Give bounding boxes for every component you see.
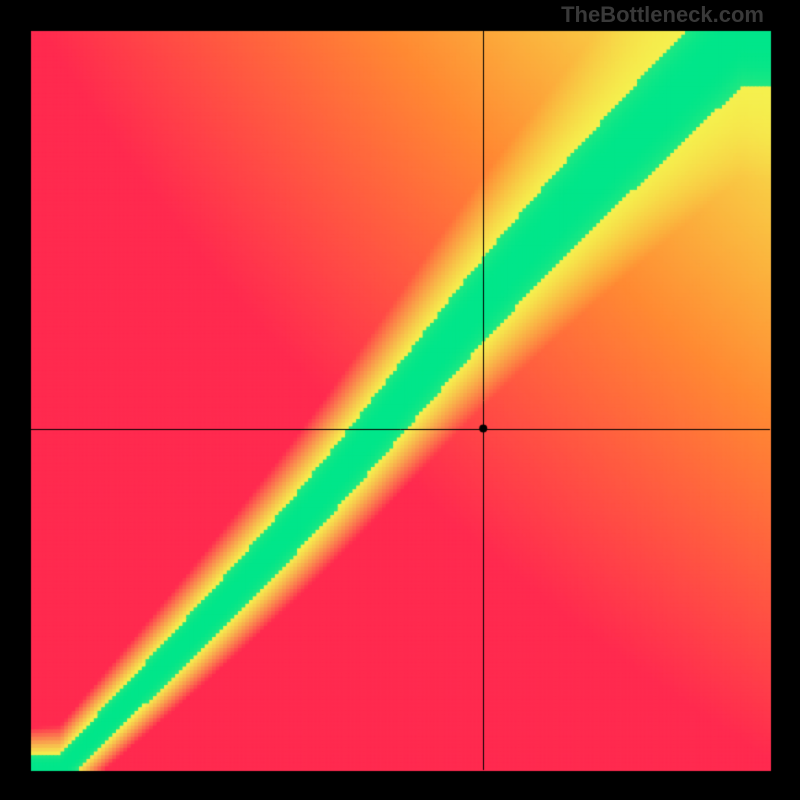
bottleneck-heatmap [0,0,800,800]
chart-container: TheBottleneck.com [0,0,800,800]
